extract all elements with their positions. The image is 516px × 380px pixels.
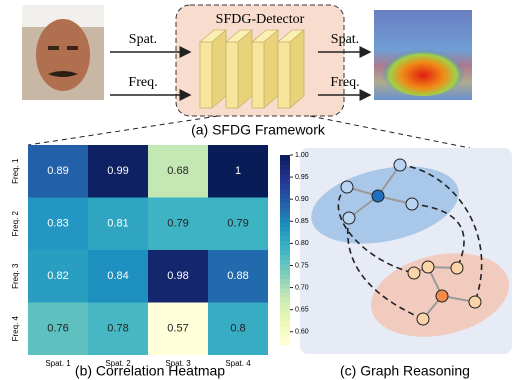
cell-label: 0.78 <box>107 323 128 335</box>
colorbar-tick-label: 0.90 <box>295 196 309 203</box>
colorbar-segment <box>280 179 290 184</box>
colorbar-tick-label: 0.95 <box>295 174 309 181</box>
colorbar-segment <box>280 326 290 331</box>
cell-label: 0.88 <box>227 270 248 282</box>
colorbar-segment <box>280 279 290 284</box>
cell-label: 0.98 <box>167 270 188 282</box>
colorbar-tick-label: 0.85 <box>295 218 309 225</box>
colorbar-segment <box>280 226 290 231</box>
colorbar-segment <box>280 274 290 279</box>
cell-label: 0.84 <box>107 270 128 282</box>
colorbar-segment <box>280 217 290 222</box>
cell-label: 1 <box>235 165 241 177</box>
cell-label: 0.79 <box>167 218 188 230</box>
colorbar-tick-label: 0.60 <box>295 329 309 336</box>
output-image <box>374 10 472 100</box>
column-label: Spat. 1 <box>45 359 71 368</box>
colorbar-segment <box>280 298 290 303</box>
caption: (a) SFDG Framework <box>191 122 326 138</box>
heatmap: 0.89 0.99 0.68 1 0.83 0.81 0.79 0.79 0.82 0.84 0.9… <box>11 145 309 368</box>
input-image <box>22 5 104 100</box>
colorbar-segment <box>280 260 290 265</box>
colorbar-segment <box>280 264 290 269</box>
detector-label: SFDG-Detector <box>216 12 305 27</box>
graph <box>300 148 516 354</box>
colorbar-segment <box>280 212 290 217</box>
input-label: Freq. <box>128 75 157 90</box>
colorbar-segment <box>280 155 290 160</box>
colorbar-segment <box>280 193 290 198</box>
colorbar-tick-label: 0.80 <box>295 240 309 247</box>
cell-label: 0.79 <box>227 218 248 230</box>
colorbar-segment <box>280 331 290 336</box>
colorbar-segment <box>280 317 290 322</box>
cell-label: 0.99 <box>107 165 128 177</box>
cell-label: 0.81 <box>107 218 128 230</box>
colorbar-segment <box>280 241 290 246</box>
colorbar-segment <box>280 207 290 212</box>
input-label: Spat. <box>129 32 157 47</box>
colorbar-segment <box>280 184 290 189</box>
column-label: Spat. 4 <box>225 359 251 368</box>
caption: (c) Graph Reasoning <box>340 363 470 379</box>
layers <box>200 30 304 108</box>
colorbar-segment <box>280 283 290 288</box>
colorbar-segment <box>280 321 290 326</box>
colorbar-segment <box>280 312 290 317</box>
colorbar-segment <box>280 174 290 179</box>
colorbar-segment <box>280 302 290 307</box>
colorbar-segment <box>280 236 290 241</box>
cell-label: 0.76 <box>47 323 68 335</box>
cell-label: 0.8 <box>230 323 245 335</box>
colorbar-segment <box>280 340 290 345</box>
colorbar-segment <box>280 188 290 193</box>
colorbar-segment <box>280 288 290 293</box>
cell-label: 0.57 <box>167 323 188 335</box>
cell-label: 0.89 <box>47 165 68 177</box>
colorbar-segment <box>280 222 290 227</box>
row-label: Freq. 4 <box>11 316 20 342</box>
colorbar-segment <box>280 198 290 203</box>
colorbar-segment <box>280 336 290 341</box>
colorbar-segment <box>280 269 290 274</box>
row-label: Freq. 1 <box>11 158 20 184</box>
colorbar-segment <box>280 165 290 170</box>
colorbar-segment <box>280 307 290 312</box>
colorbar-segment <box>280 231 290 236</box>
caption: (b) Correlation Heatmap <box>75 363 225 379</box>
colorbar-segment <box>280 250 290 255</box>
output-label: Freq. <box>330 75 359 90</box>
column-label: Spat. 3 <box>165 359 191 368</box>
cell-label: 0.83 <box>47 218 68 230</box>
figure: SFDG-Detector Spat. Freq. Spat. Freq. (a… <box>0 0 516 380</box>
cell-label: 0.82 <box>47 270 68 282</box>
column-label: Spat. 2 <box>105 359 131 368</box>
colorbar-tick-label: 1.00 <box>295 152 309 159</box>
colorbar-tick-label: 0.75 <box>295 262 309 269</box>
colorbar-segment <box>280 293 290 298</box>
output-label: Spat. <box>331 32 359 47</box>
cell-label: 0.68 <box>167 165 188 177</box>
colorbar-tick-label: 0.65 <box>295 306 309 313</box>
colorbar-segment <box>280 245 290 250</box>
row-label: Freq. 2 <box>11 211 20 237</box>
colorbar-segment <box>280 169 290 174</box>
colorbar-segment <box>280 255 290 260</box>
row-label: Freq. 3 <box>11 263 20 289</box>
colorbar-tick-label: 0.70 <box>295 284 309 291</box>
colorbar-segment <box>280 203 290 208</box>
colorbar-segment <box>280 160 290 165</box>
